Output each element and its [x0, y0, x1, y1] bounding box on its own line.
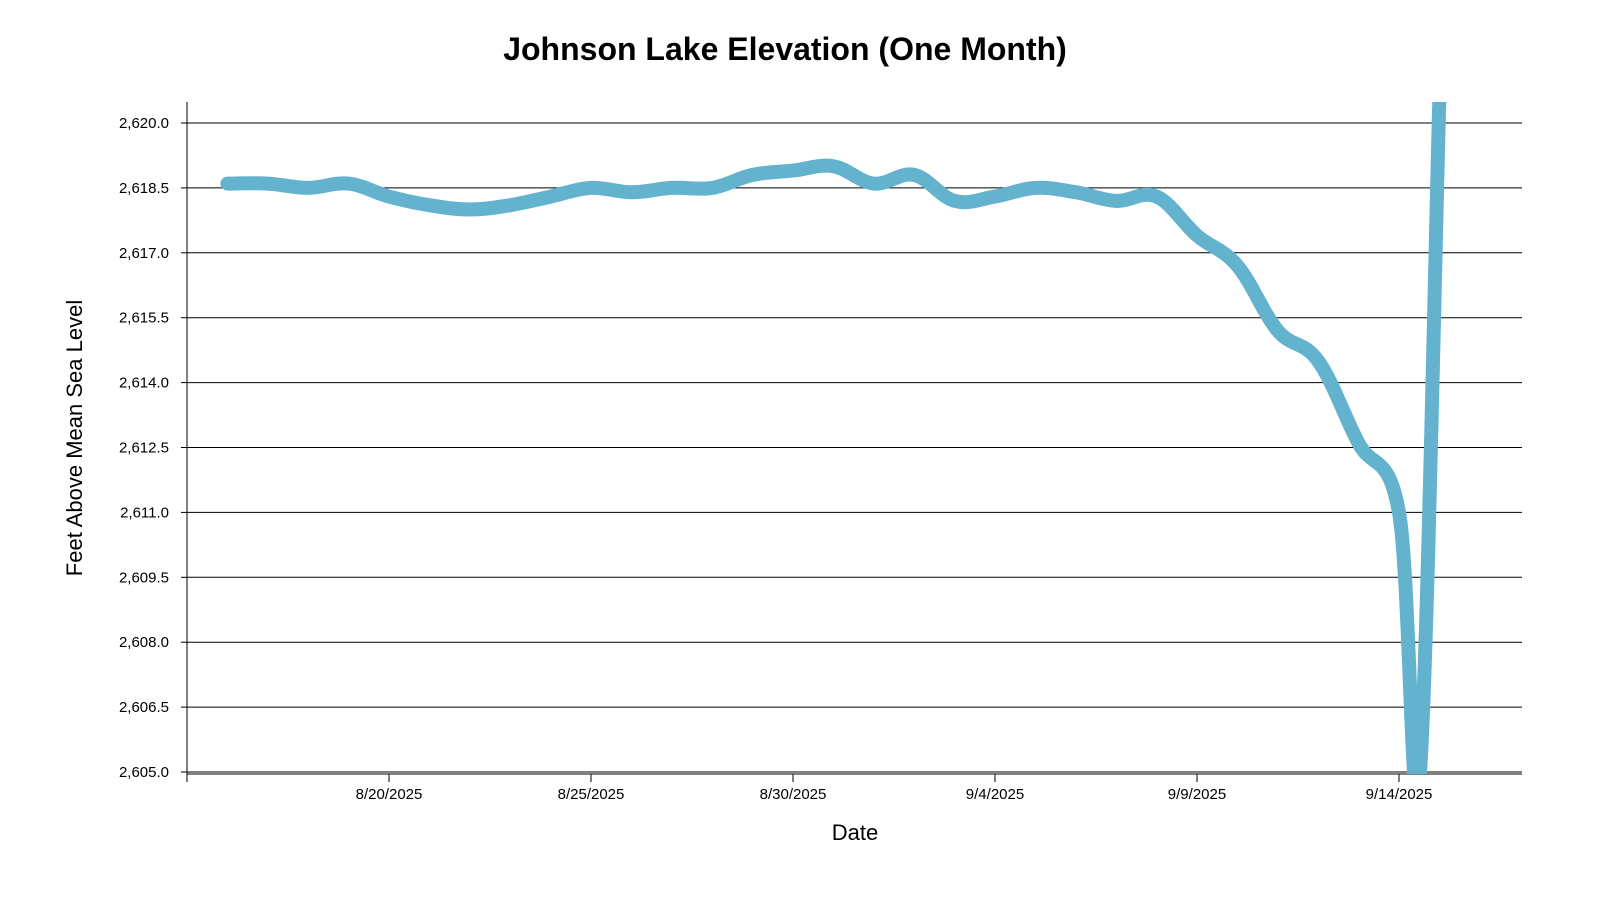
x-tick-label: 8/30/2025: [760, 786, 827, 803]
y-tick-label: 2,605.0: [119, 764, 169, 781]
y-tick-label: 2,608.0: [119, 634, 169, 651]
x-axis-label: Date: [832, 820, 878, 845]
gridlines: [187, 122, 1522, 773]
x-tick-label: 9/9/2025: [1168, 786, 1226, 803]
y-axis-label: Feet Above Mean Sea Level: [62, 300, 87, 576]
y-tick-label: 2,617.0: [119, 245, 169, 262]
x-tick-label: 9/4/2025: [966, 786, 1024, 803]
y-tick-label: 2,614.0: [119, 375, 169, 392]
x-axis-ticks: 8/20/2025 8/25/2025 8/30/2025 9/4/2025 9/9/2…: [356, 774, 1433, 803]
y-axis-ticks: 2,605.0 2,606.5 2,608.0 2,609.5 2,611.0 2,612…: [119, 115, 187, 781]
y-tick-label: 2,606.5: [119, 699, 169, 716]
series-layer: [220, 102, 1447, 774]
y-tick-label: 2,612.5: [119, 440, 169, 457]
x-tick-label: 8/25/2025: [558, 786, 625, 803]
y-tick-label: 2,620.0: [119, 115, 169, 132]
y-tick-label: 2,609.5: [119, 569, 169, 586]
y-tick-label: 2,618.5: [119, 180, 169, 197]
chart-title: Johnson Lake Elevation (One Month): [503, 31, 1067, 67]
y-tick-label: 2,615.5: [119, 310, 169, 327]
x-tick-label: 9/14/2025: [1366, 786, 1433, 803]
x-tick-label: 8/20/2025: [356, 786, 423, 803]
series-line: [220, 102, 1447, 774]
y-tick-label: 2,611.0: [120, 504, 169, 521]
